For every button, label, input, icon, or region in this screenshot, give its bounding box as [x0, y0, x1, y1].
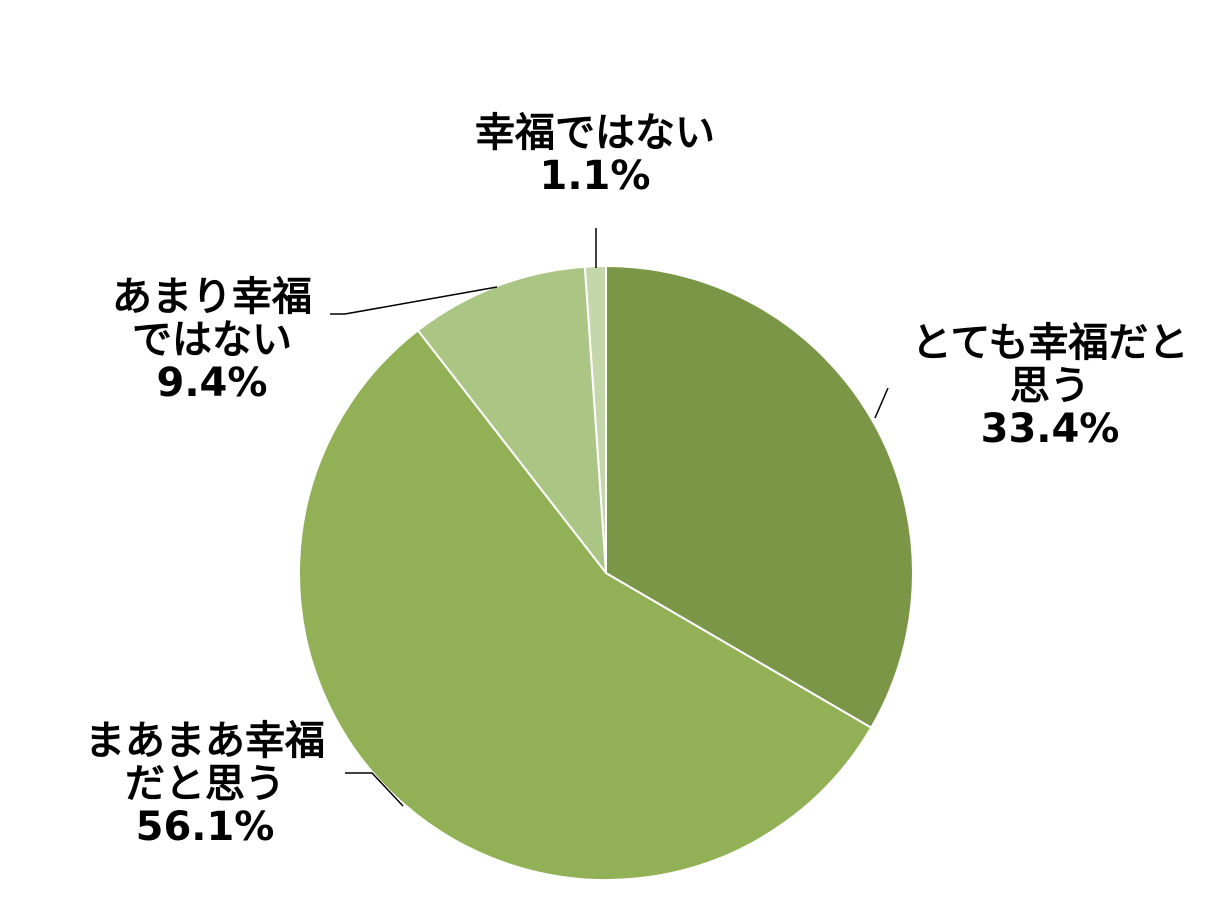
leader-line [874, 387, 889, 419]
category-label: 幸福ではない [475, 110, 715, 156]
pie-slice [298, 329, 873, 881]
pie-slice [416, 265, 608, 577]
leader-line [345, 772, 404, 807]
category-label: あまり幸福ではない [112, 274, 312, 364]
value-label: 1.1% [539, 153, 651, 200]
slice-label: まあまあ幸福だと思う 56.1% [73, 718, 338, 851]
value-label: 9.4% [156, 360, 268, 407]
leader-line [330, 286, 498, 315]
category-label: とても幸福だと思う [911, 320, 1189, 410]
slice-label: とても幸福だと思う 33.4% [895, 320, 1205, 453]
value-label: 33.4% [980, 406, 1120, 453]
slice-label: あまり幸福ではない 9.4% [100, 274, 325, 407]
slice-label: 幸福ではない 1.1% [445, 110, 745, 200]
category-label: まあまあ幸福だと思う [85, 718, 325, 808]
value-label: 56.1% [135, 804, 275, 851]
pie-slice [605, 264, 914, 729]
